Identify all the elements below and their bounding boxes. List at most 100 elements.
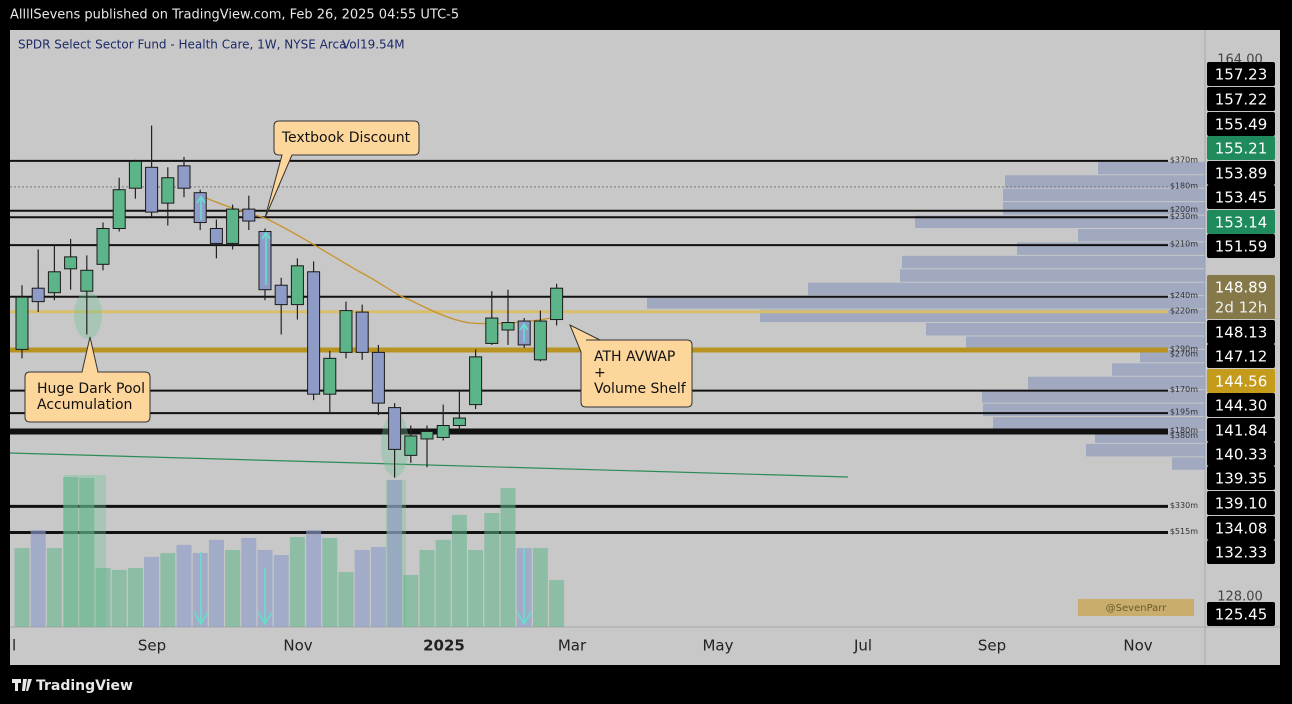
candle-body <box>64 256 78 270</box>
candle-body <box>485 317 499 344</box>
volume-bar <box>370 547 386 627</box>
volume-bar <box>14 548 30 627</box>
candle-body <box>80 269 94 292</box>
down-arrow <box>257 568 273 626</box>
volume-bar <box>484 513 500 627</box>
volume-bar <box>79 477 95 627</box>
annotation-text: Volume Shelf <box>594 381 687 397</box>
volume-profile <box>647 161 1205 470</box>
price-label-box <box>1207 344 1275 368</box>
callout-box <box>24 336 151 423</box>
candle-body <box>112 189 126 230</box>
candle-body <box>420 430 434 440</box>
price-label-box <box>1207 516 1275 540</box>
candle-body <box>388 407 402 450</box>
level-label: $380m <box>1170 431 1198 440</box>
price-label-box <box>1207 466 1275 490</box>
x-tick-label: l <box>12 637 16 655</box>
candles <box>15 125 564 478</box>
down-arrow <box>193 552 209 626</box>
x-tick-label: Nov <box>1123 637 1152 655</box>
volume-bar <box>306 530 322 627</box>
candle-body <box>469 356 483 406</box>
candle-body <box>47 271 61 294</box>
candle-body <box>307 271 321 395</box>
profile-bar <box>966 336 1205 349</box>
volume-bar <box>176 544 192 627</box>
profile-bar <box>1098 161 1205 175</box>
level-label: $220m <box>1170 306 1198 315</box>
volume-bar <box>403 574 419 627</box>
price-label: 139.35 <box>1215 470 1268 488</box>
x-tick-label: Sep <box>138 637 166 655</box>
volume-bar <box>144 556 160 627</box>
watermark: @SevenParr <box>1106 603 1168 614</box>
arrows <box>193 195 532 626</box>
candle-body <box>404 435 418 456</box>
level-label: $270m <box>1170 349 1198 358</box>
candle-body <box>258 230 272 291</box>
level-label: $330m <box>1170 501 1198 510</box>
volume-bar <box>127 567 143 627</box>
countdown-box <box>1207 298 1275 319</box>
profile-bar <box>1028 376 1205 390</box>
callout-box <box>264 120 420 219</box>
candle-body <box>31 287 45 303</box>
volume-bar <box>468 549 484 627</box>
price-label-box <box>1207 62 1275 86</box>
profile-bar <box>1140 349 1205 363</box>
price-label: 134.08 <box>1215 520 1268 538</box>
profile-bar <box>915 215 1205 229</box>
price-label: 125.45 <box>1215 606 1268 624</box>
volume-bar <box>160 553 176 627</box>
profile-bar <box>1112 363 1205 376</box>
price-label: 153.14 <box>1215 214 1268 232</box>
candle-body <box>290 265 304 306</box>
price-label: 151.59 <box>1215 238 1268 256</box>
annotation-text: Huge Dark Pool <box>37 381 145 397</box>
up-arrow <box>519 322 529 342</box>
candle-body <box>161 177 175 204</box>
volume-bar <box>435 539 451 627</box>
volume-bar <box>111 569 127 627</box>
candle-body <box>371 351 385 404</box>
price-label: 157.23 <box>1215 66 1268 84</box>
annotation-text: + <box>594 365 606 381</box>
price-label-box <box>1207 602 1275 626</box>
watermark-box <box>1078 599 1194 616</box>
footer-brand: TradingView <box>36 678 133 694</box>
candle-body <box>15 296 29 350</box>
level-label: $180m <box>1170 181 1198 190</box>
countdown: 2d 12h <box>1215 299 1267 317</box>
candle-body <box>177 165 191 189</box>
candle-body <box>145 166 159 213</box>
price-label: 144.30 <box>1215 397 1268 415</box>
volume-bar <box>273 555 289 627</box>
volume-bar <box>241 537 257 627</box>
level-label: $180m <box>1170 426 1198 435</box>
price-label: 139.10 <box>1215 495 1268 513</box>
price-label-box <box>1207 234 1275 258</box>
price-label: 157.22 <box>1215 91 1268 109</box>
x-tick-label: Sep <box>978 637 1006 655</box>
annotation-text: ATH AVWAP <box>594 349 675 365</box>
price-label-box <box>1207 161 1275 185</box>
price-label-box <box>1207 136 1275 160</box>
trendline <box>9 452 849 478</box>
volume-bar <box>419 549 435 627</box>
volume-bar <box>354 549 370 627</box>
candle-body <box>339 310 353 353</box>
annotation-text: Textbook Discount <box>281 130 411 146</box>
volume-label: Vol19.54M <box>342 38 405 52</box>
price-label: 148.13 <box>1215 324 1268 342</box>
price-label: 140.33 <box>1215 446 1268 464</box>
level-label: $170m <box>1170 385 1198 394</box>
up-arrow <box>196 195 206 220</box>
profile-bar <box>982 390 1205 403</box>
profile-bar <box>993 417 1205 430</box>
profile-bar <box>1172 457 1205 470</box>
volume-bar <box>387 479 403 627</box>
price-label-box <box>1207 87 1275 111</box>
price-label: 147.12 <box>1215 348 1268 366</box>
